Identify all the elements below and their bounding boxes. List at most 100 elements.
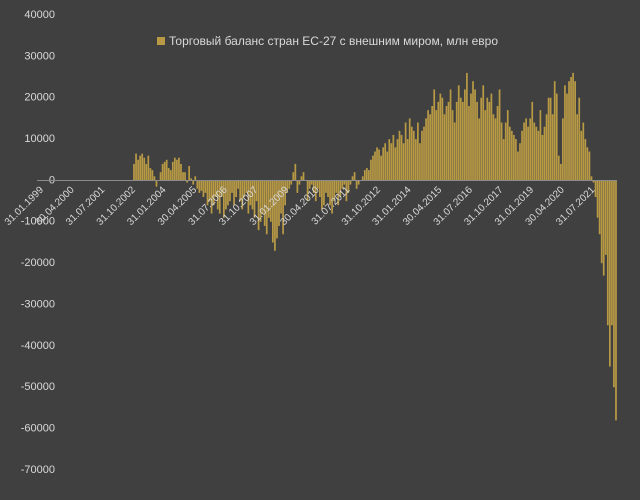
- y-tick-label: -40000: [21, 340, 55, 352]
- bar: [276, 180, 278, 239]
- bar: [492, 114, 495, 181]
- bar: [184, 172, 186, 181]
- bar: [257, 180, 260, 231]
- bar: [412, 130, 415, 181]
- bar: [141, 153, 144, 181]
- bar: [535, 126, 538, 181]
- bar: [155, 180, 158, 187]
- bar: [547, 97, 550, 181]
- bar: [615, 180, 617, 421]
- bar: [227, 180, 229, 206]
- bar: [220, 180, 223, 197]
- bar: [586, 147, 589, 181]
- bar: [429, 114, 431, 181]
- bar: [182, 172, 184, 181]
- bar: [602, 180, 605, 276]
- bar: [267, 180, 270, 218]
- bar: [233, 180, 235, 206]
- bar: [308, 180, 311, 189]
- legend-label: Торговый баланс стран ЕС-27 с внешним ми…: [169, 34, 498, 48]
- bar: [318, 180, 321, 197]
- bar: [302, 172, 305, 181]
- bar: [237, 180, 240, 189]
- bar: [425, 118, 427, 181]
- bar: [198, 180, 201, 193]
- bar: [133, 163, 135, 181]
- y-tick-label: -20000: [21, 257, 55, 269]
- bar: [384, 143, 387, 181]
- bar: [153, 176, 156, 181]
- bar: [543, 126, 546, 181]
- bar: [476, 101, 478, 181]
- bar: [590, 176, 593, 181]
- bar: [169, 170, 172, 181]
- bar: [176, 159, 178, 181]
- bar: [284, 180, 286, 206]
- bar: [484, 110, 487, 181]
- bar: [588, 151, 591, 181]
- bar: [496, 106, 499, 181]
- bar: [282, 180, 284, 235]
- bar: [216, 180, 219, 210]
- bar: [382, 147, 385, 181]
- bar: [288, 180, 291, 189]
- bar: [564, 85, 566, 181]
- bar: [355, 180, 358, 189]
- bar: [529, 118, 532, 181]
- bar: [306, 180, 309, 202]
- bar: [466, 72, 468, 181]
- bar: [521, 130, 523, 181]
- bar: [363, 170, 366, 181]
- bar: [272, 180, 274, 243]
- bar: [372, 155, 374, 181]
- bar: [388, 139, 391, 181]
- y-tick-label: 30000: [24, 50, 55, 62]
- bar: [423, 126, 425, 181]
- bar: [562, 118, 564, 181]
- bar: [598, 180, 601, 235]
- bar: [210, 180, 213, 214]
- bar: [329, 180, 331, 206]
- bar: [186, 180, 188, 183]
- bar: [202, 180, 205, 197]
- bar: [459, 97, 462, 181]
- bar: [402, 143, 405, 181]
- bar: [478, 118, 481, 181]
- bar: [365, 168, 368, 181]
- bar: [527, 126, 530, 181]
- bar: [259, 180, 262, 222]
- bar: [225, 180, 227, 210]
- bar: [606, 180, 609, 326]
- bar: [439, 93, 442, 181]
- bar: [161, 163, 164, 181]
- bar: [502, 139, 505, 181]
- bar: [245, 180, 248, 193]
- bar: [223, 180, 225, 218]
- bar: [159, 172, 162, 181]
- bar: [333, 180, 336, 202]
- bar: [421, 130, 423, 181]
- bar: [392, 134, 395, 181]
- bar: [390, 143, 393, 181]
- bar: [349, 180, 352, 185]
- bar: [461, 101, 464, 181]
- bar: [596, 180, 599, 218]
- bar: [613, 180, 615, 388]
- bar: [229, 180, 231, 202]
- bar: [468, 106, 470, 181]
- y-tick-label: -10000: [21, 216, 55, 228]
- bar: [325, 180, 327, 193]
- bar: [539, 110, 542, 181]
- bar: [370, 159, 372, 181]
- bar: [361, 176, 364, 181]
- bar: [323, 180, 325, 206]
- bar: [414, 139, 417, 181]
- bar: [457, 85, 460, 181]
- bar: [194, 176, 197, 181]
- bar: [494, 118, 497, 181]
- bar: [463, 89, 466, 181]
- bar: [480, 97, 483, 181]
- bar: [231, 180, 233, 193]
- bar: [265, 180, 268, 235]
- bar: [408, 118, 411, 181]
